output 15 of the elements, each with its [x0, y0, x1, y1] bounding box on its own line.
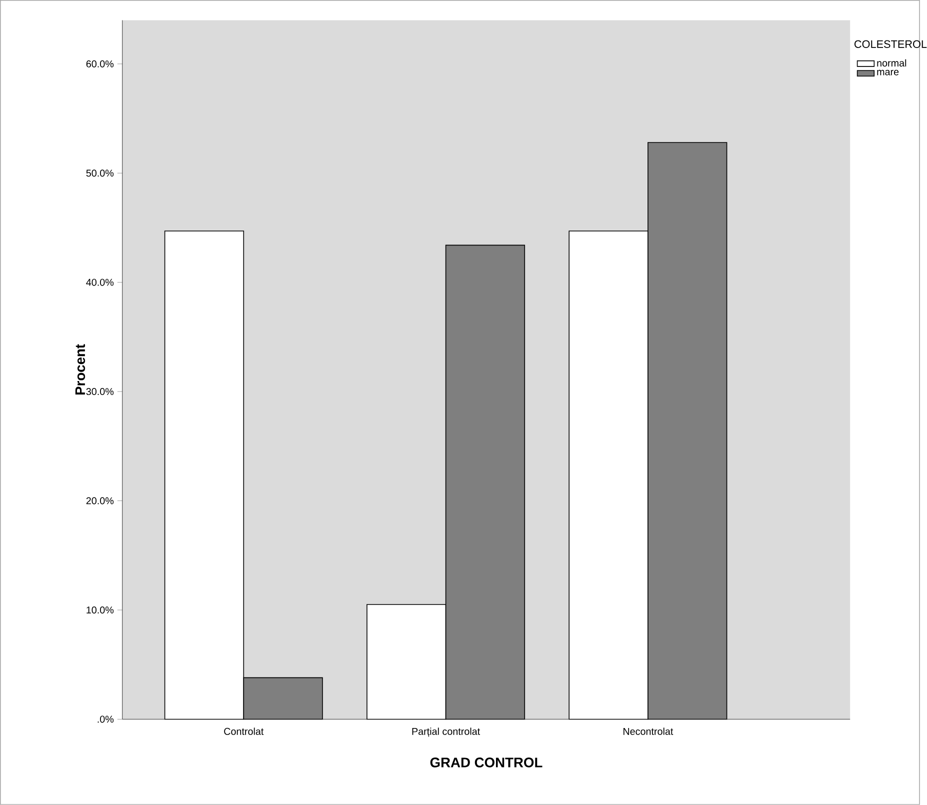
legend-label: normal [877, 59, 906, 67]
y-tick-label: 20.0% [86, 497, 114, 504]
x-axis-title: GRAD CONTROL [430, 758, 542, 768]
y-axis-title: Procent [75, 344, 86, 395]
x-tick-label: Controlat [224, 728, 264, 735]
y-tick-label: 30.0% [86, 388, 114, 396]
x-tick-label: Necontrolat [624, 728, 674, 735]
y-tick-label: 60.0% [86, 60, 114, 68]
x-tick-label: Parțial controlat [412, 728, 480, 737]
y-tick-label: 10.0% [86, 606, 114, 614]
y-tick-label: 50.0% [86, 170, 114, 177]
legend-title: COLESTEROL [854, 40, 927, 48]
y-tick-label: .0% [98, 716, 114, 723]
y-tick-label: 40.0% [86, 278, 114, 286]
legend-label: mare [877, 70, 899, 76]
